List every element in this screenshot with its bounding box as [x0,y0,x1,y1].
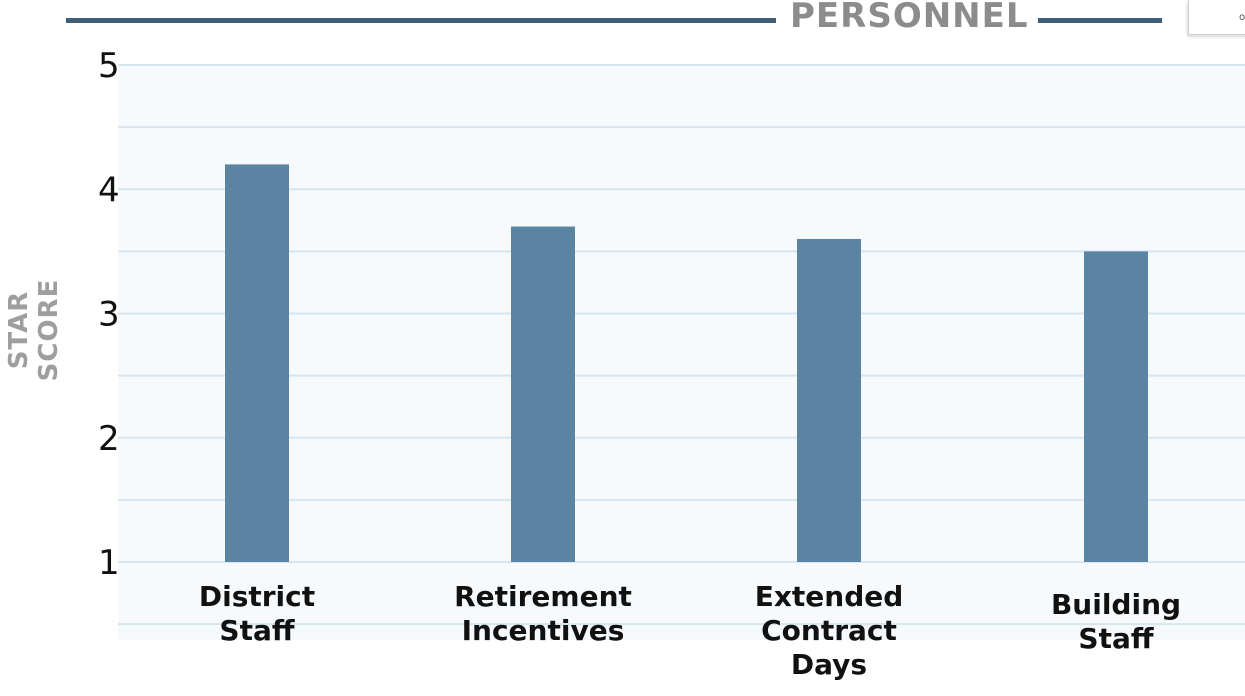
title-rule-left [66,18,776,23]
x-category-label: District Staff [198,580,316,647]
x-category-label: Extended Contract Days [754,580,904,681]
plot-background [118,65,1245,640]
y-tick-label: 4 [98,170,120,210]
y-tick-label: 3 [98,295,120,335]
bar [1084,251,1148,562]
bar [511,226,575,562]
x-category-label: Retirement Incentives [454,580,632,647]
corner-widget: o [1188,0,1245,35]
title-rule-right [1038,18,1162,23]
y-tick-label: 2 [98,419,120,459]
bar [225,164,289,562]
chart-title: PERSONNEL [790,0,1029,36]
y-tick-label: 5 [98,46,120,86]
corner-mark: o [1239,12,1245,23]
x-category-label: Building Staff [1050,588,1182,655]
y-tick-label: 1 [98,543,120,583]
bar [797,238,861,562]
